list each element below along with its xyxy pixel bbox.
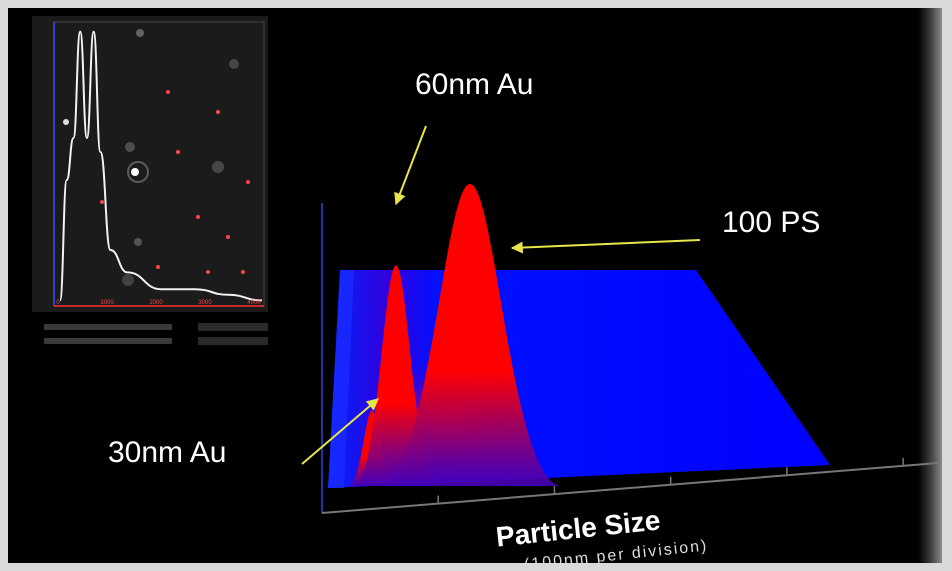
bin-width-box	[198, 323, 268, 331]
inset-plot: 0 1000 2000 3000 4000	[53, 21, 265, 307]
particle-spot	[229, 59, 239, 69]
inset-x-tick-label: 4000	[247, 300, 261, 306]
particle-spot	[246, 180, 250, 184]
particle-spot	[206, 270, 210, 274]
particle-spot	[100, 200, 104, 204]
label-30nm-au: 30nm Au	[108, 436, 227, 469]
x-axis-scale-slider	[44, 338, 172, 344]
particle-spot	[226, 235, 230, 239]
inset-x-tick-label: 1000	[100, 300, 114, 306]
particle-spot	[136, 29, 144, 37]
particle-spot	[196, 215, 200, 219]
particle-spot	[125, 142, 135, 152]
inset-x-tick-labels: 0 1000 2000 3000 4000	[56, 300, 261, 306]
particle-spot	[134, 238, 142, 246]
label-60nm-au: 60nm Au	[415, 68, 534, 101]
surface-side	[328, 270, 354, 488]
particle-spot	[166, 90, 170, 94]
particle-spot	[122, 274, 134, 286]
particle-spot	[176, 150, 180, 154]
particle-spot	[63, 119, 69, 125]
x-axis-line	[321, 462, 939, 514]
particle-spot	[131, 168, 139, 176]
x-axis-ticks	[437, 457, 904, 504]
x-axis-scale-box	[198, 337, 268, 345]
particle-spots	[63, 29, 250, 286]
particle-spot	[212, 161, 224, 173]
arrow-30nm	[301, 398, 379, 465]
peak-100	[378, 184, 562, 486]
inset-x-tick-label: 0	[56, 300, 60, 306]
arrow-60nm	[394, 125, 427, 206]
inset-controls	[32, 320, 268, 350]
inset-distribution-curve	[59, 30, 263, 302]
peaks-layer	[348, 184, 562, 486]
microscope-inset: 0 1000 2000 3000 4000	[32, 16, 268, 312]
bin-width-slider	[44, 324, 172, 330]
arrow-100ps	[510, 239, 701, 254]
particle-spot	[241, 270, 245, 274]
inset-x-tick-label: 3000	[198, 300, 212, 306]
presentation-slide: 0 1000 2000 3000 4000	[8, 8, 942, 563]
label-100-ps: 100 PS	[722, 206, 821, 239]
particle-spot	[156, 265, 160, 269]
particle-spot	[127, 161, 149, 183]
slide-edge	[918, 8, 942, 563]
particle-spot	[216, 110, 220, 114]
inset-x-tick-label: 2000	[149, 300, 163, 306]
size-distribution-3d-plot: Particle Size (100nm per division)	[301, 125, 939, 563]
